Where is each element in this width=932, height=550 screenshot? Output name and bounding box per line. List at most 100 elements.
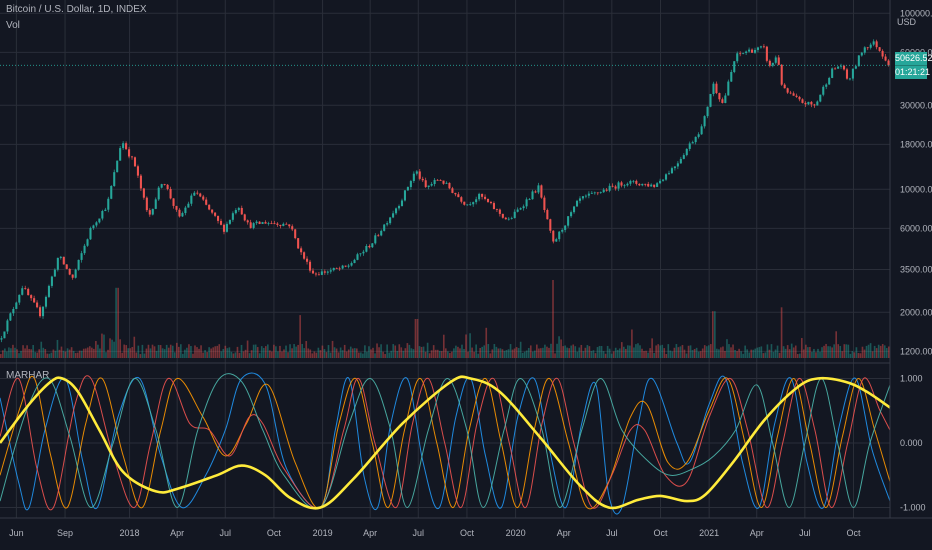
volume-bar [562,346,564,358]
volume-bar [853,352,856,358]
cycle-line [0,375,891,510]
candle-body [430,184,433,186]
candle-body [673,166,676,169]
candle-body [219,220,223,225]
candle-body [534,191,537,193]
candle-body [709,94,712,107]
candle-body [667,173,671,175]
time-tick-label: Jul [799,528,811,538]
volume-bar [335,348,338,358]
volume-bar [451,351,453,358]
volume-bar [580,344,583,358]
volume-bar [153,346,156,358]
candle-body [546,209,549,220]
volume-bar [821,347,823,358]
volume-bar [887,346,890,358]
volume-bar [54,350,57,358]
volume-bar [159,345,162,358]
volume-bar [323,349,326,358]
candle-body [887,60,890,66]
time-tick-label: Oct [653,528,668,538]
candle-body [436,179,439,181]
candle-body [481,193,484,197]
oscillator-legend[interactable]: MARHAR [6,370,50,381]
candle-body [113,172,116,186]
volume-bar [115,287,117,358]
volume-bar [618,348,621,358]
volume-bar [337,352,340,358]
candle-body [706,106,709,117]
candle-body [724,95,727,103]
candle-body [581,196,584,199]
candle-body [288,224,291,227]
candle-body [314,273,317,275]
volume-bar [356,348,358,358]
candle-body [116,160,119,173]
volume-bar [242,351,245,358]
volume-bar [683,349,686,358]
volume-bar [105,352,107,358]
candle-body [110,185,113,199]
volume-bar [56,339,59,358]
time-tick-label: Apr [750,528,764,538]
candle-body [47,285,50,297]
symbol-title[interactable]: Bitcoin / U.S. Dollar, 1D, INDEX [6,4,147,15]
volume-bar [827,346,829,358]
volume-bar [321,345,324,358]
candle-body [489,201,493,204]
candle-body [326,271,329,273]
currency-label[interactable]: USD [897,17,917,27]
volume-bar [167,347,170,358]
volume-bar [260,346,263,358]
volume-bar [394,345,397,358]
candle-body [765,46,768,61]
candle-body [575,200,579,207]
candle-body [125,143,128,150]
candle-body [602,189,605,193]
volume-legend[interactable]: Vol [6,20,20,31]
candle-body [570,212,573,217]
volume-bar [127,348,130,358]
candle-body [397,206,401,209]
volume-bar [267,344,269,358]
volume-bar [339,347,342,358]
volume-bar [26,345,28,358]
volume-bar [540,348,542,358]
volume-bar [212,347,215,358]
volume-bar [588,346,591,358]
candle-body [33,298,36,303]
volume-bar [550,343,552,358]
candle-body [866,47,869,49]
candle-body [457,194,460,198]
candle-body [659,180,662,184]
time-tick-label: 2021 [699,528,719,538]
candle-body [104,209,107,212]
volume-bar [639,345,641,358]
candle-body [596,192,599,194]
volume-bar [402,350,405,358]
candle-body [537,185,540,193]
volume-bar [839,345,842,358]
volume-bar [507,349,510,358]
volume-bar [748,352,751,358]
candle-body [148,210,151,215]
price-tick-label: 6000.00 [900,223,932,233]
time-tick-label: Apr [363,528,377,538]
volume-bar [378,347,380,358]
volume-bar [18,353,20,358]
candle-body [834,68,837,70]
candle-body [614,186,617,189]
candle-body [335,267,338,269]
candle-body [119,148,122,161]
volume-bar [297,344,299,358]
candle-body [816,101,819,106]
candle-body [840,65,843,67]
volume-bar [730,347,732,358]
candle-body [217,215,220,221]
volume-bar [881,344,884,358]
candle-body [427,185,430,187]
candle-body [682,155,685,159]
volume-bar [95,341,97,358]
volume-bar [89,346,91,358]
